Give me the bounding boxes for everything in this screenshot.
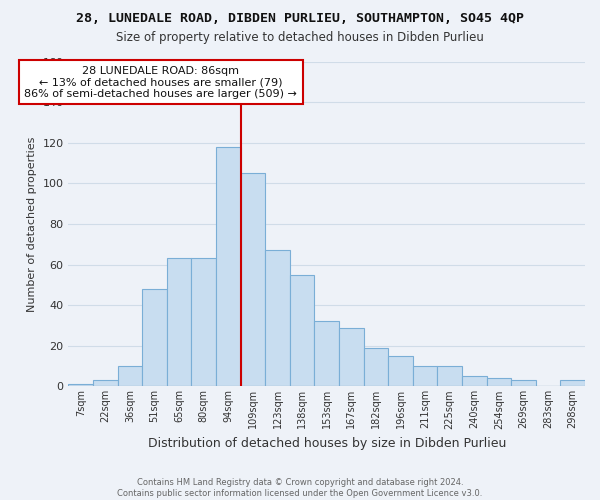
Bar: [462, 376, 487, 386]
Bar: [413, 366, 437, 386]
Bar: [265, 250, 290, 386]
Bar: [93, 380, 118, 386]
Bar: [191, 258, 216, 386]
Bar: [560, 380, 585, 386]
Bar: [241, 173, 265, 386]
Text: 28 LUNEDALE ROAD: 86sqm
← 13% of detached houses are smaller (79)
86% of semi-de: 28 LUNEDALE ROAD: 86sqm ← 13% of detache…: [24, 66, 297, 99]
Bar: [167, 258, 191, 386]
Bar: [487, 378, 511, 386]
Bar: [118, 366, 142, 386]
Bar: [511, 380, 536, 386]
Bar: [290, 274, 314, 386]
Bar: [142, 289, 167, 386]
Bar: [68, 384, 93, 386]
Text: Size of property relative to detached houses in Dibden Purlieu: Size of property relative to detached ho…: [116, 31, 484, 44]
Bar: [339, 328, 364, 386]
Text: 28, LUNEDALE ROAD, DIBDEN PURLIEU, SOUTHAMPTON, SO45 4QP: 28, LUNEDALE ROAD, DIBDEN PURLIEU, SOUTH…: [76, 12, 524, 26]
Bar: [364, 348, 388, 387]
Y-axis label: Number of detached properties: Number of detached properties: [27, 136, 37, 312]
Bar: [216, 147, 241, 386]
Bar: [437, 366, 462, 386]
X-axis label: Distribution of detached houses by size in Dibden Purlieu: Distribution of detached houses by size …: [148, 437, 506, 450]
Bar: [388, 356, 413, 386]
Bar: [314, 322, 339, 386]
Text: Contains HM Land Registry data © Crown copyright and database right 2024.
Contai: Contains HM Land Registry data © Crown c…: [118, 478, 482, 498]
